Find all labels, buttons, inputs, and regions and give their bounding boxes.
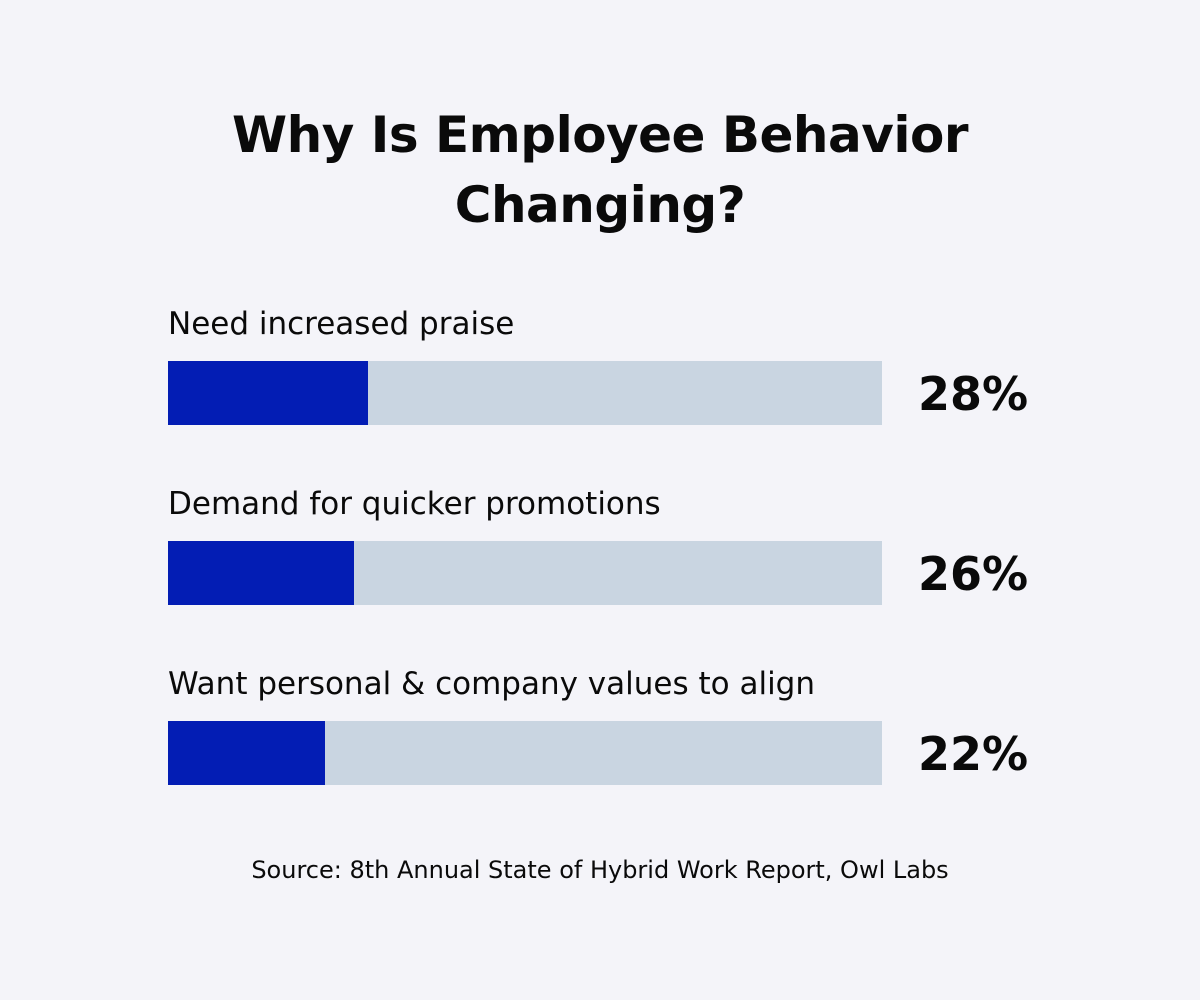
bar-track — [168, 721, 882, 785]
bar-value-label: 22% — [918, 727, 1029, 781]
bar-track — [168, 361, 882, 425]
source-note: Source: 8th Annual State of Hybrid Work … — [251, 856, 949, 884]
chart-title-line-1: Why Is Employee Behavior — [232, 106, 968, 164]
bar-value-label: 26% — [918, 547, 1029, 601]
bar-fill — [168, 361, 368, 425]
bar-label: Need increased praise — [168, 306, 515, 342]
bar-fill — [168, 541, 354, 605]
bar-value-label: 28% — [918, 367, 1029, 421]
bar-label: Want personal & company values to align — [168, 666, 816, 702]
bar-track — [168, 541, 882, 605]
chart-title: Why Is Employee Behavior Changing? — [0, 100, 1200, 240]
bar-fill — [168, 721, 326, 785]
bar-row-values-align: Want personal & company values to align … — [168, 662, 1048, 792]
chart-title-line-2: Changing? — [454, 176, 746, 234]
bar-row-praise: Need increased praise 28% — [168, 302, 1048, 432]
bar-row-promotions: Demand for quicker promotions 26% — [168, 482, 1048, 612]
bar-label: Demand for quicker promotions — [168, 486, 661, 522]
